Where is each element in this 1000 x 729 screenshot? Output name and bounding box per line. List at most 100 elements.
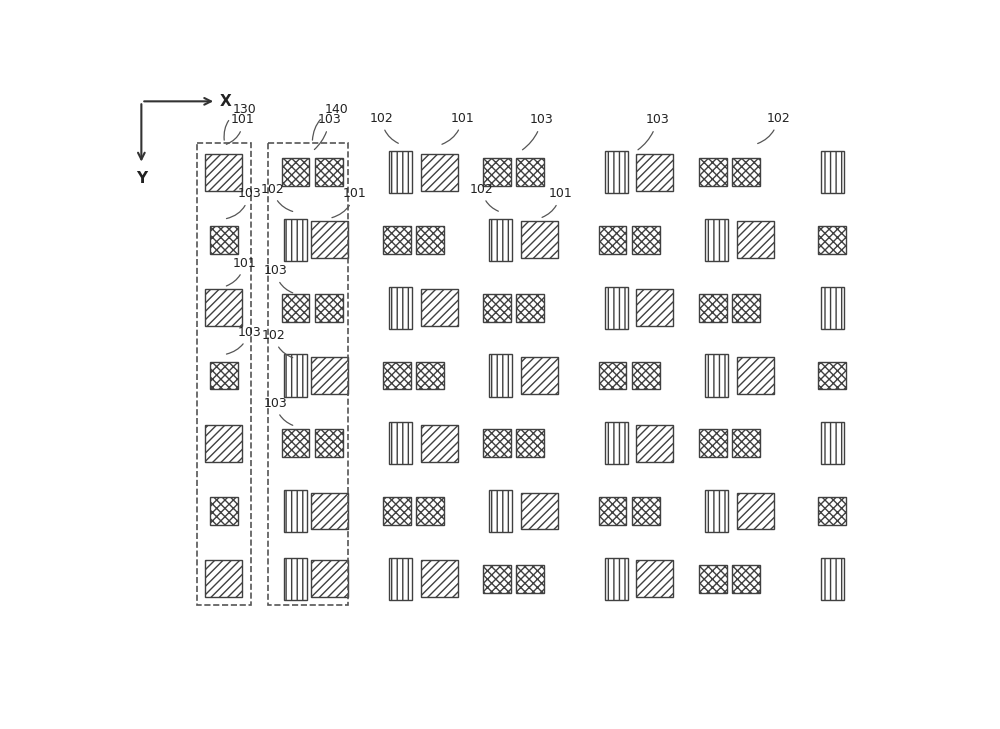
Bar: [516, 294, 544, 321]
Bar: [820, 151, 844, 193]
Text: 102: 102: [262, 329, 293, 358]
Bar: [516, 565, 544, 593]
Bar: [605, 286, 628, 329]
Bar: [389, 151, 412, 193]
Bar: [383, 226, 411, 254]
Bar: [521, 222, 558, 258]
Text: 103: 103: [263, 264, 293, 293]
Bar: [820, 558, 844, 600]
Bar: [284, 490, 307, 532]
Bar: [483, 158, 511, 186]
Bar: [205, 289, 242, 326]
Text: 101: 101: [226, 257, 256, 286]
Bar: [416, 497, 444, 525]
Bar: [311, 222, 348, 258]
Bar: [636, 154, 673, 191]
Bar: [516, 429, 544, 457]
Bar: [205, 425, 242, 461]
Bar: [521, 493, 558, 529]
Bar: [705, 219, 728, 261]
Bar: [737, 357, 774, 394]
Bar: [282, 294, 309, 321]
Bar: [389, 558, 412, 600]
Bar: [210, 226, 238, 254]
Text: 102: 102: [758, 112, 790, 144]
Bar: [315, 429, 343, 457]
Bar: [416, 226, 444, 254]
Bar: [818, 226, 846, 254]
Bar: [632, 362, 660, 389]
Text: 140: 140: [312, 103, 349, 140]
Bar: [389, 422, 412, 464]
Bar: [205, 561, 242, 597]
Bar: [820, 422, 844, 464]
Bar: [599, 226, 626, 254]
Bar: [818, 497, 846, 525]
Text: Y: Y: [136, 171, 147, 186]
Bar: [820, 286, 844, 329]
Bar: [315, 158, 343, 186]
Bar: [421, 425, 458, 461]
Bar: [732, 429, 760, 457]
Bar: [636, 425, 673, 461]
Text: 103: 103: [263, 397, 293, 425]
Bar: [315, 294, 343, 321]
Bar: [416, 362, 444, 389]
Bar: [599, 362, 626, 389]
Bar: [732, 294, 760, 321]
Text: 130: 130: [224, 103, 256, 140]
Text: 101: 101: [332, 187, 367, 218]
Bar: [197, 143, 251, 605]
Bar: [389, 286, 412, 329]
Bar: [210, 497, 238, 525]
Text: 101: 101: [442, 112, 474, 144]
Bar: [732, 565, 760, 593]
Bar: [483, 294, 511, 321]
Text: X: X: [220, 94, 232, 109]
Bar: [632, 226, 660, 254]
Bar: [737, 222, 774, 258]
Text: 101: 101: [226, 113, 255, 144]
Bar: [699, 294, 727, 321]
Bar: [636, 289, 673, 326]
Bar: [636, 561, 673, 597]
Bar: [483, 429, 511, 457]
Bar: [732, 158, 760, 186]
Bar: [284, 219, 307, 261]
Bar: [311, 493, 348, 529]
Bar: [282, 429, 309, 457]
Bar: [210, 362, 238, 389]
Bar: [605, 558, 628, 600]
Text: 102: 102: [370, 112, 398, 144]
Bar: [632, 497, 660, 525]
Bar: [282, 158, 309, 186]
Bar: [483, 565, 511, 593]
Bar: [421, 154, 458, 191]
Bar: [699, 429, 727, 457]
Bar: [699, 158, 727, 186]
Text: 103: 103: [638, 113, 669, 149]
Bar: [605, 422, 628, 464]
Bar: [516, 158, 544, 186]
Text: 103: 103: [226, 326, 261, 354]
Text: 101: 101: [542, 187, 572, 217]
Bar: [818, 362, 846, 389]
Bar: [605, 151, 628, 193]
Bar: [421, 561, 458, 597]
Bar: [737, 493, 774, 529]
Bar: [489, 219, 512, 261]
Text: 103: 103: [226, 187, 261, 219]
Bar: [311, 357, 348, 394]
Bar: [268, 143, 348, 605]
Bar: [705, 354, 728, 397]
Text: 103: 103: [314, 113, 341, 149]
Bar: [383, 362, 411, 389]
Text: 103: 103: [522, 113, 554, 149]
Bar: [705, 490, 728, 532]
Bar: [489, 490, 512, 532]
Bar: [205, 154, 242, 191]
Bar: [489, 354, 512, 397]
Bar: [311, 561, 348, 597]
Bar: [599, 497, 626, 525]
Bar: [383, 497, 411, 525]
